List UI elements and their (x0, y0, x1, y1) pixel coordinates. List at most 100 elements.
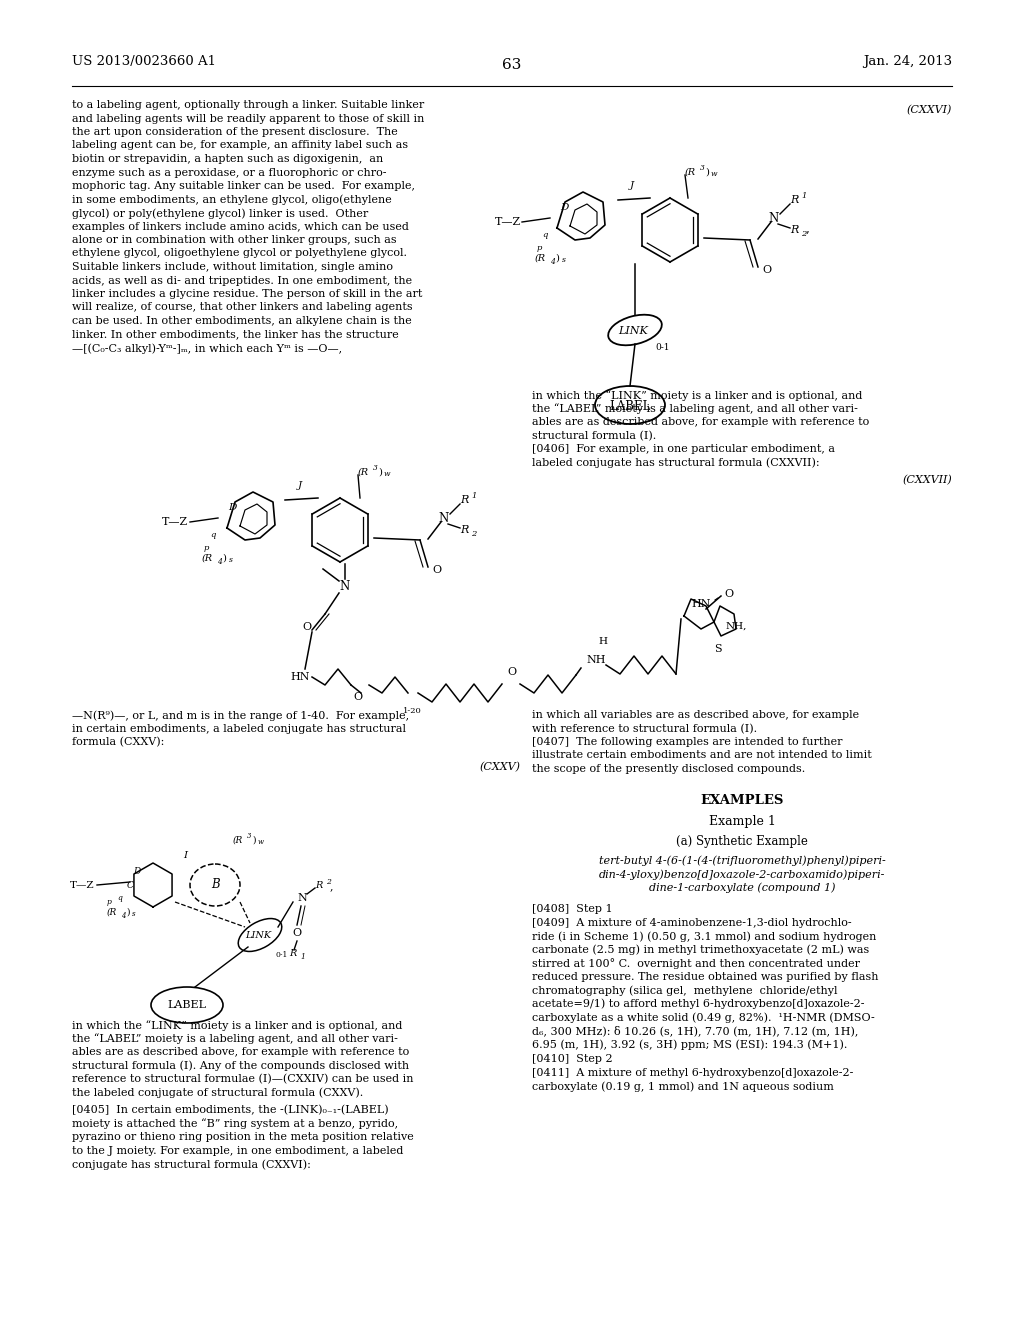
Text: carboxylate as a white solid (0.49 g, 82%).  ¹H-NMR (DMSO-: carboxylate as a white solid (0.49 g, 82… (532, 1012, 874, 1023)
Text: R: R (790, 195, 799, 205)
Text: 4: 4 (217, 558, 222, 566)
Text: will realize, of course, that other linkers and labeling agents: will realize, of course, that other link… (72, 302, 413, 313)
Text: w: w (384, 470, 390, 478)
Text: O: O (292, 928, 301, 939)
Text: (R: (R (358, 467, 369, 477)
Text: O: O (762, 265, 771, 275)
Text: q: q (117, 894, 122, 902)
Text: q: q (542, 231, 548, 239)
Text: 63: 63 (503, 58, 521, 73)
Text: (R: (R (535, 253, 546, 263)
Text: 1: 1 (471, 492, 476, 500)
Text: and labeling agents will be readily apparent to those of skill in: and labeling agents will be readily appa… (72, 114, 424, 124)
Text: 1-20: 1-20 (403, 708, 422, 715)
Text: the “LABEL” moiety is a labeling agent, and all other vari-: the “LABEL” moiety is a labeling agent, … (72, 1034, 398, 1044)
Text: J: J (298, 480, 302, 490)
Text: HN: HN (691, 599, 711, 609)
Text: ): ) (252, 836, 256, 845)
Text: —[(C₀-C₃ alkyl)-Yᵐ-]ₘ, in which each Yᵐ is —O—,: —[(C₀-C₃ alkyl)-Yᵐ-]ₘ, in which each Yᵐ … (72, 343, 342, 354)
Text: 3: 3 (247, 832, 252, 840)
Text: conjugate has structural formula (CXXVI):: conjugate has structural formula (CXXVI)… (72, 1159, 311, 1170)
Text: in which all variables are as described above, for example: in which all variables are as described … (532, 710, 859, 719)
Text: ): ) (126, 908, 129, 916)
Text: ables are as described above, for example with reference to: ables are as described above, for exampl… (72, 1047, 410, 1057)
Text: LABEL: LABEL (168, 1001, 207, 1010)
Text: in certain embodiments, a labeled conjugate has structural: in certain embodiments, a labeled conjug… (72, 723, 406, 734)
Text: 4: 4 (550, 257, 555, 267)
Text: J: J (630, 181, 634, 190)
Text: biotin or strepavidin, a hapten such as digoxigenin,  an: biotin or strepavidin, a hapten such as … (72, 154, 383, 164)
Text: ride (i in Scheme 1) (0.50 g, 3.1 mmol) and sodium hydrogen: ride (i in Scheme 1) (0.50 g, 3.1 mmol) … (532, 931, 877, 941)
Text: glycol) or poly(ethylene glycol) linker is used.  Other: glycol) or poly(ethylene glycol) linker … (72, 209, 369, 219)
Text: D: D (560, 203, 568, 213)
Text: [0409]  A mixture of 4-aminobenzene-1,3-diol hydrochlo-: [0409] A mixture of 4-aminobenzene-1,3-d… (532, 917, 852, 928)
Text: labeled conjugate has structural formula (CXXVII):: labeled conjugate has structural formula… (532, 458, 819, 469)
Text: enzyme such as a peroxidase, or a fluorophoric or chro-: enzyme such as a peroxidase, or a fluoro… (72, 168, 386, 177)
Text: the art upon consideration of the present disclosure.  The: the art upon consideration of the presen… (72, 127, 397, 137)
Text: R: R (790, 224, 799, 235)
Text: [0405]  In certain embodiments, the -(LINK)₀₋₁-(LABEL): [0405] In certain embodiments, the -(LIN… (72, 1105, 389, 1115)
Text: linker. In other embodiments, the linker has the structure: linker. In other embodiments, the linker… (72, 330, 398, 339)
Text: p: p (204, 544, 209, 552)
Text: moiety is attached the “B” ring system at a benzo, pyrido,: moiety is attached the “B” ring system a… (72, 1118, 398, 1130)
Text: O: O (353, 692, 362, 702)
Text: EXAMPLES: EXAMPLES (700, 793, 783, 807)
Text: s: s (229, 556, 232, 564)
Text: s: s (562, 256, 566, 264)
Text: d₆, 300 MHz): δ 10.26 (s, 1H), 7.70 (m, 1H), 7.12 (m, 1H),: d₆, 300 MHz): δ 10.26 (s, 1H), 7.70 (m, … (532, 1026, 858, 1036)
Text: O: O (507, 667, 516, 677)
Text: Jan. 24, 2013: Jan. 24, 2013 (863, 55, 952, 69)
Text: (R: (R (202, 553, 213, 562)
Text: the “LABEL” moiety is a labeling agent, and all other vari-: the “LABEL” moiety is a labeling agent, … (532, 404, 858, 414)
Text: HN: HN (290, 672, 309, 682)
Text: ethylene glycol, oligoethylene glycol or polyethylene glycol.: ethylene glycol, oligoethylene glycol or… (72, 248, 407, 259)
Text: ): ) (705, 168, 709, 177)
Text: 1: 1 (801, 191, 806, 201)
Text: R: R (289, 949, 296, 957)
Text: C: C (127, 880, 134, 890)
Text: NH,: NH, (726, 622, 748, 631)
Text: tert-butyl 4-(6-(1-(4-(trifluoromethyl)phenyl)piperi-: tert-butyl 4-(6-(1-(4-(trifluoromethyl)p… (599, 855, 886, 866)
Text: (R: (R (233, 836, 244, 845)
Text: [0411]  A mixture of methyl 6-hydroxybenzo[d]oxazole-2-: [0411] A mixture of methyl 6-hydroxybenz… (532, 1068, 853, 1078)
Text: alone or in combination with other linker groups, such as: alone or in combination with other linke… (72, 235, 396, 246)
Text: N: N (438, 511, 449, 524)
Text: H: H (598, 638, 607, 647)
Text: (CXXV): (CXXV) (479, 762, 520, 772)
Text: (R: (R (106, 908, 118, 916)
Text: N: N (340, 581, 350, 594)
Text: examples of linkers include amino acids, which can be used: examples of linkers include amino acids,… (72, 222, 409, 231)
Text: the labeled conjugate of structural formula (CXXV).: the labeled conjugate of structural form… (72, 1088, 364, 1098)
Text: can be used. In other embodiments, an alkylene chain is the: can be used. In other embodiments, an al… (72, 315, 412, 326)
Text: [0406]  For example, in one particular embodiment, a: [0406] For example, in one particular em… (532, 444, 835, 454)
Text: —N(R⁹)—, or L, and m is in the range of 1-40.  For example,: —N(R⁹)—, or L, and m is in the range of … (72, 710, 410, 721)
Text: [0410]  Step 2: [0410] Step 2 (532, 1055, 612, 1064)
Text: 0-1: 0-1 (655, 343, 670, 352)
Text: (CXXVI): (CXXVI) (906, 106, 952, 115)
Text: LABEL: LABEL (609, 400, 650, 412)
Text: pyrazino or thieno ring position in the meta position relative: pyrazino or thieno ring position in the … (72, 1133, 414, 1142)
Text: (CXXVII): (CXXVII) (902, 475, 952, 486)
Text: Example 1: Example 1 (709, 816, 775, 829)
Text: mophoric tag. Any suitable linker can be used.  For example,: mophoric tag. Any suitable linker can be… (72, 181, 415, 191)
Text: (a) Synthetic Example: (a) Synthetic Example (676, 836, 808, 849)
Text: illustrate certain embodiments and are not intended to limit: illustrate certain embodiments and are n… (532, 751, 871, 760)
Text: the scope of the presently disclosed compounds.: the scope of the presently disclosed com… (532, 764, 805, 774)
Text: ,: , (330, 880, 334, 891)
Text: O: O (724, 589, 733, 599)
Text: in which the “LINK” moiety is a linker and is optional, and: in which the “LINK” moiety is a linker a… (532, 389, 862, 401)
Text: reduced pressure. The residue obtained was purified by flash: reduced pressure. The residue obtained w… (532, 972, 879, 982)
Text: stirred at 100° C.  overnight and then concentrated under: stirred at 100° C. overnight and then co… (532, 958, 860, 969)
Text: labeling agent can be, for example, an affinity label such as: labeling agent can be, for example, an a… (72, 140, 409, 150)
Text: carbonate (2.5 mg) in methyl trimethoxyacetate (2 mL) was: carbonate (2.5 mg) in methyl trimethoxya… (532, 945, 869, 956)
Text: O: O (432, 565, 441, 576)
Text: w: w (711, 170, 718, 178)
Text: structural formula (I). Any of the compounds disclosed with: structural formula (I). Any of the compo… (72, 1060, 410, 1071)
Text: I: I (183, 850, 187, 859)
Text: T—Z: T—Z (162, 517, 188, 527)
Text: q: q (210, 531, 215, 539)
Text: 6.95 (m, 1H), 3.92 (s, 3H) ppm; MS (ESI): 194.3 (M+1).: 6.95 (m, 1H), 3.92 (s, 3H) ppm; MS (ESI)… (532, 1039, 848, 1049)
Text: 1: 1 (300, 953, 305, 961)
Text: carboxylate (0.19 g, 1 mmol) and 1N aqueous sodium: carboxylate (0.19 g, 1 mmol) and 1N aque… (532, 1081, 834, 1092)
Text: p: p (106, 898, 112, 906)
